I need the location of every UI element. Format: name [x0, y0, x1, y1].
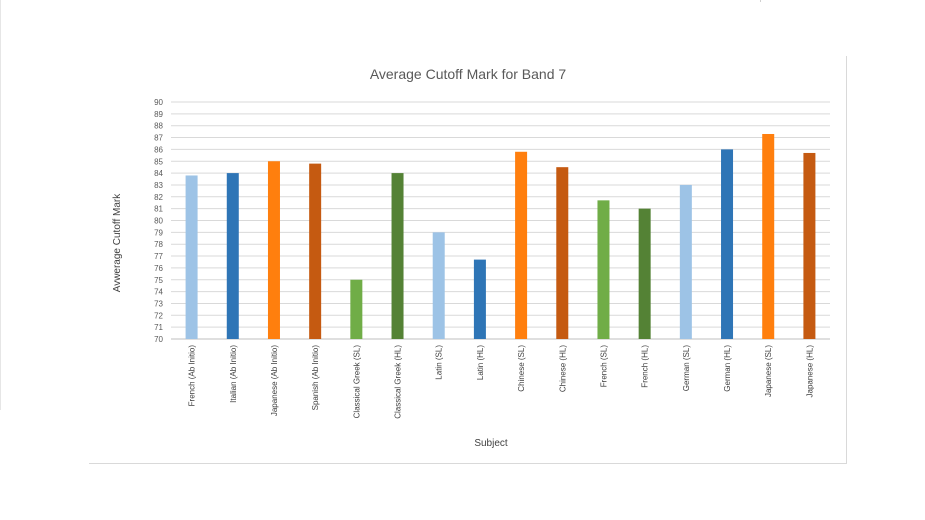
x-tick-label: Chinese (SL)	[517, 345, 526, 392]
y-tick-label: 82	[154, 193, 163, 202]
gridlines	[171, 101, 830, 340]
x-tick-labels: French (Ab Initio) Italian (Ab Initio) Jap…	[188, 345, 815, 419]
x-tick-label: Spanish (Ab Initio)	[311, 345, 320, 411]
y-tick-label: 89	[154, 110, 163, 119]
y-tick-label: 76	[154, 264, 163, 273]
x-tick-label: Japanese (SL)	[764, 345, 773, 397]
y-tick-label: 72	[154, 311, 163, 320]
page-edge-line	[0, 0, 1, 410]
x-tick-label: Classical Greek (HL)	[394, 345, 403, 419]
x-tick-label: Japanese (Ab Initio)	[270, 345, 279, 416]
y-tick-label: 80	[154, 217, 163, 226]
x-tick-label: German (SL)	[682, 345, 691, 392]
x-tick-label: Japanese (HL)	[805, 345, 814, 398]
x-tick-label: Classical Greek (SL)	[352, 345, 361, 419]
y-tick-labels: 70 71 72 73 74 75 76 77 78 79 80 81 82 83 84 85 86 87 88 89…	[154, 98, 163, 344]
y-tick-label: 85	[154, 157, 163, 166]
y-tick-label: 81	[154, 205, 163, 214]
bar	[350, 279, 363, 339]
bar	[309, 163, 322, 339]
bar	[515, 151, 528, 339]
bar	[556, 167, 569, 339]
y-tick-label: 75	[154, 276, 163, 285]
bar	[185, 175, 198, 339]
y-tick-label: 79	[154, 228, 163, 237]
bar	[721, 149, 734, 339]
bar	[762, 133, 775, 339]
y-tick-label: 77	[154, 252, 163, 261]
bar	[638, 208, 651, 339]
y-tick-label: 78	[154, 240, 163, 249]
x-tick-label: German (HL)	[723, 345, 732, 392]
y-tick-label: 86	[154, 145, 163, 154]
chart-frame	[89, 56, 847, 464]
y-axis-title: Avwerage Cutoff Mark	[112, 193, 123, 293]
page-corner-mark	[760, 0, 761, 2]
y-tick-label: 74	[154, 288, 163, 297]
x-tick-label: French (Ab Initio)	[188, 345, 197, 407]
y-tick-label: 73	[154, 299, 163, 308]
bar	[679, 184, 692, 339]
y-tick-label: 87	[154, 134, 163, 143]
bar	[597, 200, 610, 339]
x-tick-label: Chinese (HL)	[558, 345, 567, 392]
y-tick-label: 70	[154, 335, 163, 344]
bar	[267, 161, 280, 339]
bars	[185, 133, 816, 339]
y-tick-label: 83	[154, 181, 163, 190]
y-tick-label: 84	[154, 169, 163, 178]
x-axis-title: Subject	[474, 438, 508, 449]
bar	[432, 232, 445, 339]
x-tick-label: Italian (Ab Initio)	[229, 345, 238, 403]
y-tick-label: 90	[154, 98, 163, 107]
x-tick-label: Latin (HL)	[476, 345, 485, 380]
bar	[803, 152, 816, 339]
x-tick-label: French (SL)	[599, 345, 608, 388]
bar	[226, 173, 239, 339]
chart-title: Average Cutoff Mark for Band 7	[370, 66, 567, 82]
bar	[391, 173, 404, 339]
bar	[473, 259, 486, 339]
y-tick-label: 71	[154, 323, 163, 332]
y-tick-label: 88	[154, 122, 163, 131]
x-tick-label: Latin (SL)	[435, 345, 444, 380]
x-tick-label: French (HL)	[641, 345, 650, 388]
